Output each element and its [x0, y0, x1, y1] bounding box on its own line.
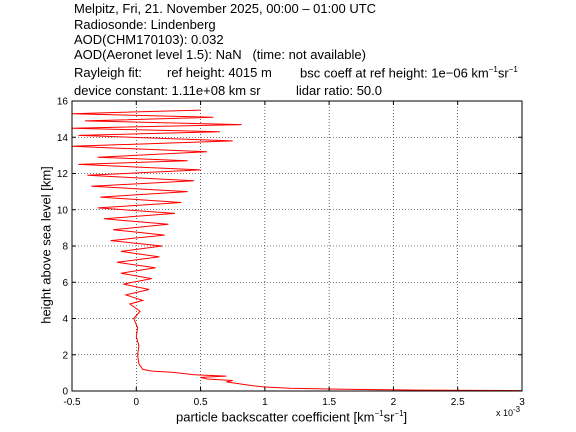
y-tick-label: 2 [62, 350, 68, 361]
x-tick-label: 0.5 [194, 397, 208, 408]
chart-title-aod-chm: AOD(CHM170103): 0.032 [74, 32, 224, 47]
device-constant-label: device constant: 1.11e+08 km sr [74, 83, 261, 98]
chart-title-aod-aeronet: AOD(Aeronet level 1.5): NaN (time: not a… [74, 47, 366, 62]
y-tick-label: 0 [62, 387, 68, 398]
x-tick-label: 1 [262, 397, 268, 408]
bsc-coeff-label: bsc coeff at ref height: 1e−06 km−1sr−1 [300, 65, 518, 81]
backscatter-profile-line [71, 109, 523, 392]
y-tick-label: 12 [57, 169, 69, 180]
lidar-ratio-label: lidar ratio: 50.0 [296, 83, 382, 98]
x-tick-label: 0 [134, 397, 140, 408]
x-axis-exponent: x 10-3 [496, 405, 521, 418]
x-tick-label: 2.5 [451, 397, 465, 408]
x-axis-label: particle backscatter coefficient [km−1sr… [176, 409, 408, 425]
x-tick-label: 2 [391, 397, 397, 408]
x-tick-label: 3 [519, 397, 525, 408]
rayleigh-fit-label: Rayleigh fit: [74, 65, 142, 80]
y-tick-label: 14 [57, 133, 69, 144]
y-tick-label: 4 [62, 314, 68, 325]
y-tick-label: 16 [57, 97, 69, 108]
chart-title-radiosonde: Radiosonde: Lindenberg [74, 17, 216, 32]
y-tick-label: 8 [62, 242, 68, 253]
y-tick-label: 6 [62, 278, 68, 289]
y-axis-label: height above sea level [km] [38, 166, 54, 324]
y-tick-label: 10 [57, 205, 69, 216]
ref-height-label: ref height: 4015 m [167, 65, 272, 80]
x-tick-label: 1.5 [322, 397, 336, 408]
x-tick-label: -0.5 [63, 397, 81, 408]
chart-title-location-date: Melpitz, Fri, 21. November 2025, 00:00 –… [74, 1, 377, 16]
